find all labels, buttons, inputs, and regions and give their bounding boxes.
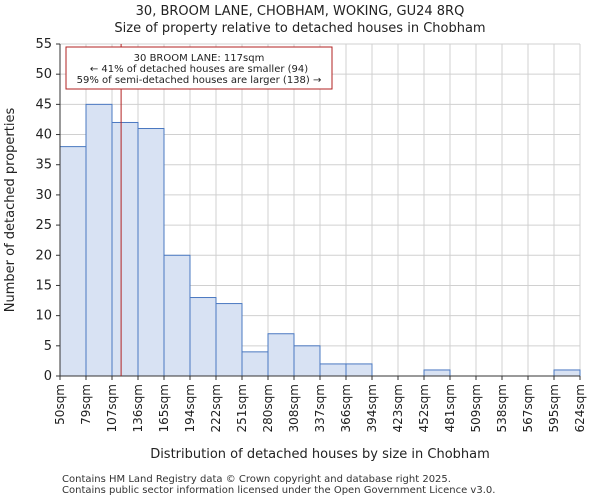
x-tick-label: 452sqm xyxy=(417,384,431,432)
x-tick-label: 165sqm xyxy=(157,384,171,432)
y-tick-label: 35 xyxy=(35,158,52,173)
histogram-bar xyxy=(345,363,373,377)
x-tick-label: 337sqm xyxy=(313,384,327,432)
y-tick-label: 55 xyxy=(35,37,52,52)
histogram-bar xyxy=(553,369,581,377)
footer-copyright: Contains HM Land Registry data © Crown c… xyxy=(62,474,451,485)
histogram-bar xyxy=(137,128,165,377)
histogram-bar xyxy=(163,254,191,377)
y-tick-label: 20 xyxy=(35,248,52,263)
histogram-bar xyxy=(267,333,295,377)
y-tick-label: 0 xyxy=(44,369,52,384)
x-tick-label: 136sqm xyxy=(131,384,145,432)
y-tick-label: 15 xyxy=(35,278,52,293)
x-tick-label: 280sqm xyxy=(261,384,275,432)
histogram-bar xyxy=(111,121,139,377)
chart-title: 30, BROOM LANE, CHOBHAM, WOKING, GU24 8R… xyxy=(135,4,465,19)
histogram-bar xyxy=(293,345,321,377)
x-tick-label: 423sqm xyxy=(391,384,405,432)
x-tick-label: 308sqm xyxy=(287,384,301,432)
footer-licence: Contains public sector information licen… xyxy=(62,485,496,496)
x-tick-label: 194sqm xyxy=(183,384,197,432)
annotation-box xyxy=(65,46,333,90)
x-axis-label: Distribution of detached houses by size … xyxy=(150,447,490,462)
histogram-bar xyxy=(241,351,269,377)
annotation-text: 59% of semi-detached houses are larger (… xyxy=(77,75,322,86)
x-tick-label: 251sqm xyxy=(235,384,249,432)
x-tick-label: 595sqm xyxy=(547,384,561,432)
y-tick-label: 40 xyxy=(35,128,52,143)
chart-subtitle: Size of property relative to detached ho… xyxy=(114,21,486,36)
histogram-bar xyxy=(423,369,451,377)
annotation-text: ← 41% of detached houses are smaller (94… xyxy=(90,64,308,75)
x-tick-label: 394sqm xyxy=(365,384,379,432)
y-tick-label: 5 xyxy=(44,339,52,354)
annotation-text: 30 BROOM LANE: 117sqm xyxy=(134,53,265,64)
x-tick-label: 50sqm xyxy=(53,384,67,425)
x-tick-label: 509sqm xyxy=(469,384,483,432)
histogram-bar xyxy=(215,303,243,377)
x-tick-label: 79sqm xyxy=(79,384,93,425)
x-tick-label: 107sqm xyxy=(105,384,119,432)
x-tick-label: 538sqm xyxy=(495,384,509,432)
x-tick-label: 481sqm xyxy=(443,384,457,432)
histogram-bar xyxy=(85,103,113,377)
histogram-bar xyxy=(189,297,217,377)
x-tick-label: 366sqm xyxy=(339,384,353,432)
x-tick-label: 222sqm xyxy=(209,384,223,432)
x-tick-label: 624sqm xyxy=(573,384,587,432)
y-axis-label: Number of detached properties xyxy=(3,108,18,313)
y-tick-label: 45 xyxy=(35,97,52,112)
x-tick-label: 567sqm xyxy=(521,384,535,432)
y-tick-label: 10 xyxy=(35,309,52,324)
y-tick-label: 50 xyxy=(35,67,52,82)
y-tick-label: 25 xyxy=(35,218,52,233)
histogram-bar xyxy=(59,146,87,377)
histogram-bar xyxy=(319,363,347,377)
y-tick-label: 30 xyxy=(35,188,52,203)
